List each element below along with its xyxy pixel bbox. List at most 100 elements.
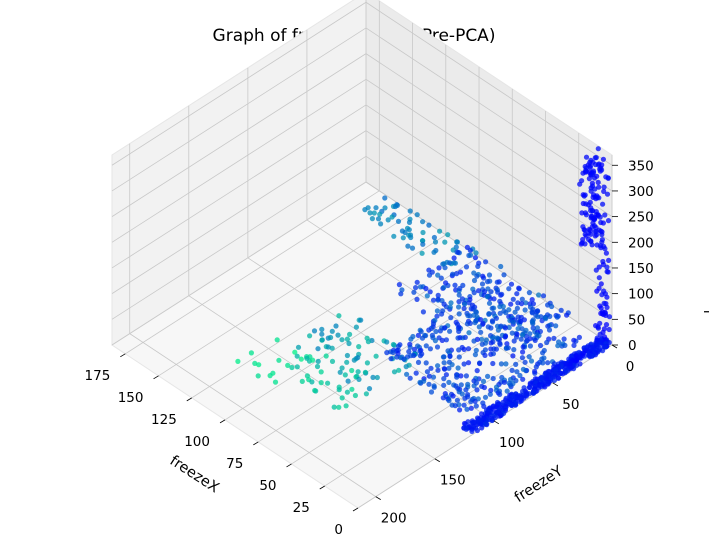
data-point [442,325,448,331]
data-point [378,221,384,227]
data-point [542,384,548,390]
data-point [403,364,409,370]
data-point [318,369,324,375]
data-point [458,373,464,379]
data-point [366,386,373,392]
data-point [523,300,529,306]
data-point [475,263,481,269]
data-point [337,369,343,375]
data-point [436,265,442,271]
data-point [543,316,549,322]
data-point [294,353,300,359]
data-point [374,374,380,381]
data-point [494,335,500,341]
data-point [477,360,483,367]
data-point [399,287,405,293]
data-point [571,337,577,343]
data-point [498,292,504,298]
data-point [395,218,402,224]
data-point [468,405,474,411]
data-point [411,289,417,295]
data-point [546,327,553,333]
data-point [547,313,553,319]
data-point [346,340,352,347]
data-point [325,380,331,386]
grid-line [111,181,367,346]
data-point [356,344,362,350]
data-point [274,337,280,343]
data-point [598,310,604,316]
data-point [406,349,412,355]
data-point [602,309,608,315]
y-tick-mark [375,496,381,500]
data-point [487,391,493,397]
y-tick-mark [493,420,500,425]
data-point [252,360,258,366]
data-point [596,275,602,281]
data-point [391,369,398,375]
data-point [435,367,441,373]
data-point [447,353,453,359]
data-point [593,209,599,215]
data-point [450,271,456,277]
data-point [526,354,532,360]
data-point [510,319,517,325]
grid-line [129,333,376,497]
data-point [601,188,607,194]
data-point [414,296,420,302]
data-point [467,247,473,253]
data-point [592,233,598,239]
data-point [606,326,612,333]
data-point [509,330,515,336]
data-point [394,354,400,360]
data-point [484,279,491,285]
data-point [370,374,376,380]
data-point [440,395,446,401]
data-point [396,282,402,288]
data-point [471,312,477,318]
grid-line [111,130,367,294]
data-point [441,360,447,366]
x-tick-mark [219,419,226,424]
data-point [494,279,500,285]
data-point [435,272,441,278]
data-point [411,346,418,352]
data-point [478,329,484,335]
data-point [515,326,521,332]
data-point [520,344,526,350]
data-point [438,275,444,281]
data-point [555,343,561,349]
data-point [384,339,390,345]
data-point [446,365,452,371]
data-point [472,320,478,326]
data-point [420,241,426,247]
data-point [501,379,507,385]
data-point [534,332,540,338]
data-point [484,294,490,300]
data-point [441,284,447,291]
data-point [580,236,586,243]
data-point [582,241,588,247]
data-point [469,428,475,434]
data-point [473,347,479,353]
data-point [420,229,426,236]
x-tick-label: 25 [293,500,310,516]
data-point [568,365,574,371]
data-point [456,347,462,353]
data-point [474,387,480,393]
data-point [402,229,408,236]
data-point [413,370,419,376]
grid-line [111,78,367,243]
grid-line [111,53,367,217]
data-point [429,269,435,275]
data-point [426,373,432,379]
data-point [465,394,471,400]
data-point [423,360,429,366]
data-point [480,273,486,279]
data-point [459,296,465,302]
data-point [466,300,472,306]
data-point [373,353,379,359]
x-axis-label: freezeX [167,453,222,496]
data-point [431,249,437,255]
data-point [526,290,533,296]
